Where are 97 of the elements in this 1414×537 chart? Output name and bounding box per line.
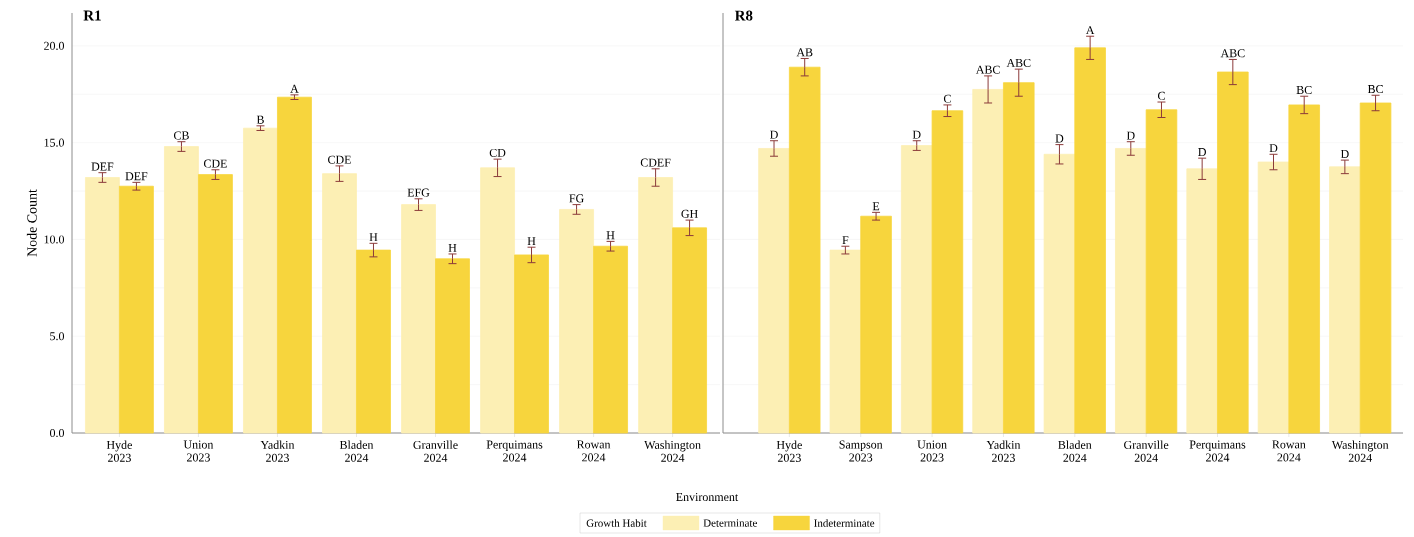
bar	[788, 66, 821, 434]
data-label: C	[943, 94, 951, 103]
data-label: E	[872, 202, 880, 211]
data-label: C	[1157, 91, 1165, 100]
data-label: D	[1055, 134, 1064, 143]
data-label: EFG	[407, 188, 430, 197]
y-axis-title: Node Count	[26, 189, 37, 257]
y-tick-label: 20.0	[44, 41, 65, 50]
bar	[119, 185, 154, 434]
data-label: H	[369, 233, 378, 242]
bar	[435, 258, 470, 434]
x-tick-label: Rowan 2024	[1272, 440, 1306, 462]
bar	[593, 245, 628, 434]
x-tick-label: Rowan 2024	[576, 440, 611, 462]
data-label: ABC	[1006, 58, 1031, 67]
y-tick-label: 15.0	[44, 138, 65, 147]
bar	[901, 145, 933, 434]
data-label: A	[1085, 26, 1095, 35]
bar	[322, 173, 357, 434]
bar	[401, 204, 436, 434]
bar	[672, 227, 707, 434]
data-label: D	[1340, 150, 1349, 158]
y-tick-label: 0.0	[49, 428, 65, 438]
data-label: CDE	[328, 155, 351, 164]
x-tick-label: Washington 2024	[1331, 440, 1389, 462]
chart-title: R8	[734, 10, 753, 21]
x-axis-title: Environment	[676, 492, 739, 502]
data-label: D	[1198, 148, 1206, 156]
chart-title: R1	[83, 10, 101, 21]
data-label: CD	[489, 148, 506, 157]
data-label: BC	[1296, 85, 1312, 95]
bar	[1043, 153, 1076, 434]
bar	[860, 215, 892, 434]
data-label: A	[290, 84, 299, 93]
bar	[1217, 71, 1249, 434]
x-tick-label: Hyde 2023	[106, 440, 132, 462]
data-label: DEF	[91, 162, 114, 171]
bar	[1329, 166, 1361, 434]
x-tick-label: Yadkin 2023	[260, 440, 295, 462]
data-label: CDEF	[640, 158, 671, 167]
x-tick-label: Granville 2024	[1124, 440, 1169, 462]
x-tick-label: Bladen 2024	[339, 440, 374, 462]
data-label: H	[606, 231, 615, 240]
bar	[559, 209, 594, 434]
data-label: D	[912, 130, 921, 139]
bar	[514, 254, 549, 434]
x-tick-label: Sampson 2023	[839, 440, 883, 462]
bar	[931, 110, 964, 434]
x-tick-label: Washington 2024	[644, 440, 701, 462]
bar	[758, 148, 790, 434]
legend-label: Determinate	[703, 519, 757, 527]
bar	[1074, 47, 1106, 434]
bar	[829, 249, 862, 434]
data-label: BC	[1367, 85, 1383, 94]
legend-label: Indeterminate	[814, 519, 875, 527]
bar	[1288, 104, 1320, 434]
data-label: ABC	[1220, 49, 1245, 58]
data-label: H	[527, 237, 536, 245]
x-tick-label: Perquimans 2024	[486, 440, 543, 462]
data-label: D	[1126, 131, 1135, 140]
bar	[1115, 148, 1147, 434]
data-label: FG	[569, 194, 584, 203]
bar	[277, 96, 312, 434]
x-tick-label: Granville 2024	[413, 440, 458, 462]
bar	[85, 177, 120, 434]
data-label: DEF	[125, 172, 148, 181]
bar	[1145, 109, 1178, 434]
bar	[480, 167, 515, 434]
y-tick-label: 10.0	[44, 235, 65, 244]
data-label: CDE	[203, 159, 227, 168]
bar	[1359, 102, 1392, 434]
bar	[198, 174, 233, 434]
bar	[972, 89, 1004, 434]
x-tick-label: Bladen 2024	[1058, 440, 1092, 462]
data-label: D	[1269, 144, 1278, 153]
x-tick-label: Yadkin 2023	[986, 440, 1021, 462]
x-tick-label: Hyde 2023	[776, 440, 802, 462]
data-label: H	[448, 243, 457, 252]
legend-title: Growth Habit	[586, 519, 647, 527]
x-tick-label: Perquimans 2024	[1189, 440, 1246, 462]
bar	[1003, 82, 1035, 434]
bar	[243, 127, 278, 434]
data-label: CB	[173, 131, 189, 140]
bar	[1257, 161, 1290, 434]
bar	[356, 249, 391, 434]
bar	[638, 177, 673, 434]
data-label: D	[770, 130, 778, 139]
bar	[1186, 168, 1218, 434]
y-tick-label: 5.0	[50, 332, 65, 341]
data-label: AB	[796, 48, 813, 57]
data-label: ABC	[975, 65, 1000, 74]
data-label: GH	[681, 209, 698, 218]
data-label: B	[256, 115, 264, 124]
x-tick-label: Union 2023	[183, 440, 214, 462]
data-label: F	[842, 236, 849, 245]
x-tick-label: Union 2023	[917, 440, 947, 462]
bar	[164, 146, 199, 434]
